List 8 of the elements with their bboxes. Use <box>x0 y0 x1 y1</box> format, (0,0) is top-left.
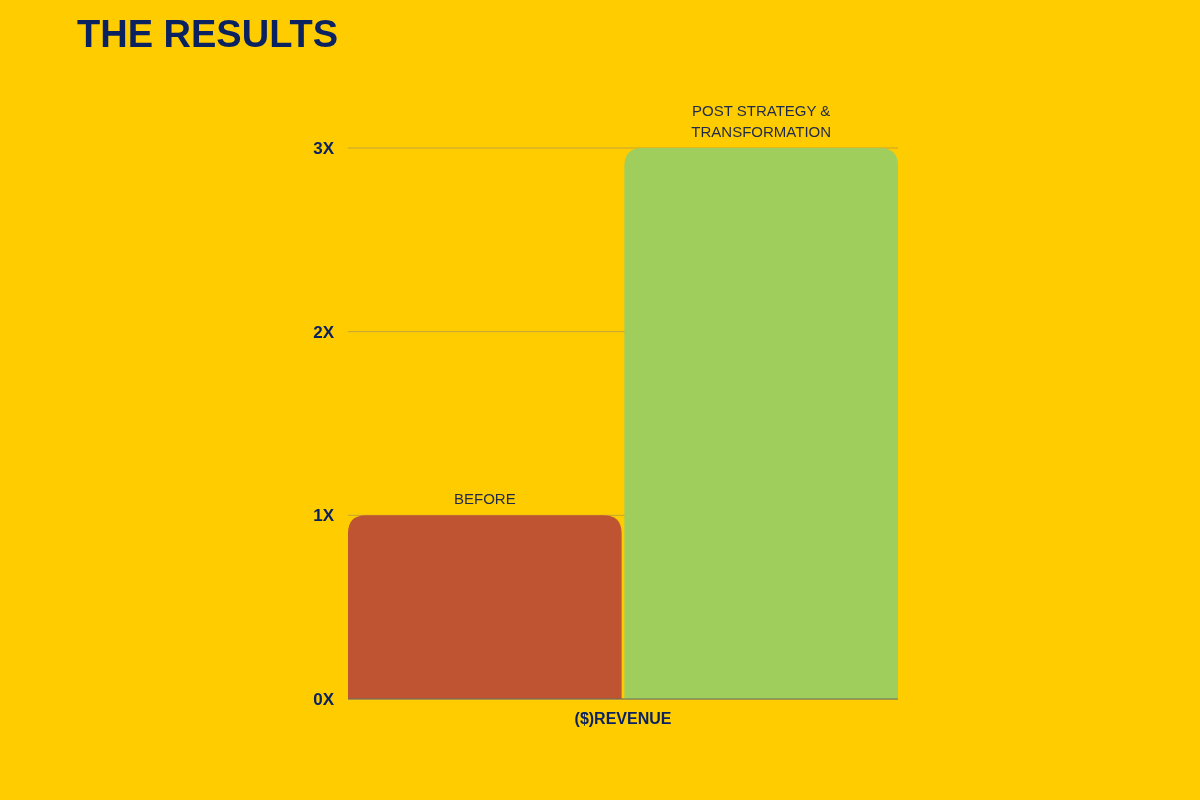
x-tick-label: ($)REVENUE <box>574 710 672 727</box>
series-label: POST STRATEGY & TRANSFORMATION <box>691 102 832 140</box>
y-tick-label: 2X <box>313 322 335 342</box>
y-tick-label: 0X <box>313 689 335 709</box>
series-label: BEFORE <box>453 490 516 508</box>
chart-title: THE RESULTS <box>77 13 339 55</box>
y-tick-label: 3X <box>313 138 335 158</box>
y-tick-label: 1X <box>313 506 335 526</box>
